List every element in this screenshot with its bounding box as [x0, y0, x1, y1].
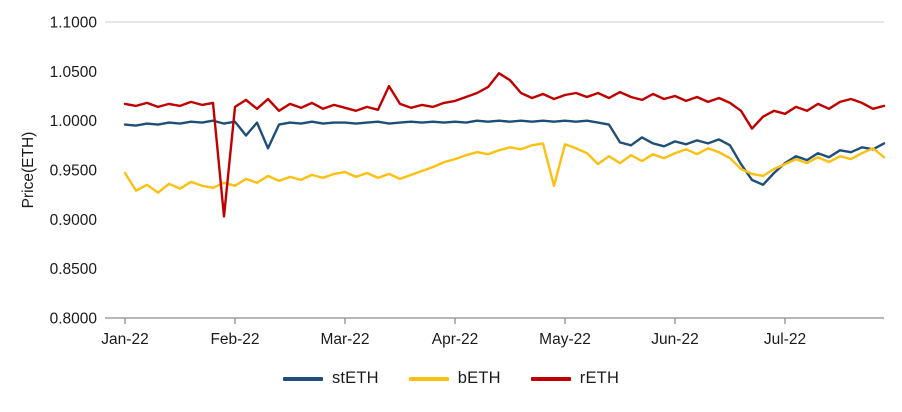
y-tick-label: 1.0500	[50, 64, 98, 81]
x-tick-label: May-22	[539, 331, 591, 348]
x-tick-label: Feb-22	[210, 331, 259, 348]
legend-item-beth: bETH	[408, 369, 501, 388]
chart-legend: stETH bETH rETH	[0, 369, 902, 388]
series-line-stETH	[123, 119, 886, 187]
y-axis-title: Price(ETH)	[20, 132, 37, 209]
y-tick-label: 0.9000	[50, 212, 98, 229]
legend-label-beth: bETH	[457, 369, 501, 387]
y-tick-label: 0.8500	[50, 261, 98, 278]
y-tick-label: 0.9500	[50, 163, 98, 180]
x-tick-label: Jul-22	[764, 331, 806, 348]
reth-line-swatch	[530, 376, 571, 381]
y-tick-label: 0.8000	[50, 311, 98, 328]
steth-line-swatch	[282, 376, 323, 381]
series-line-rETH	[123, 72, 886, 218]
x-tick-label: Jun-22	[651, 331, 698, 348]
legend-item-reth: rETH	[530, 369, 620, 388]
beth-line-swatch	[408, 376, 449, 381]
x-tick-label: Apr-22	[432, 331, 479, 348]
y-tick-label: 1.0000	[50, 113, 98, 130]
legend-label-reth: rETH	[579, 369, 620, 387]
x-tick-label: Jan-22	[101, 331, 148, 348]
series-line-bETH	[123, 142, 886, 194]
x-tick-label: Mar-22	[320, 331, 369, 348]
legend-item-steth: stETH	[282, 369, 379, 388]
legend-label-steth: stETH	[331, 369, 379, 387]
y-tick-label: 1.1000	[50, 15, 98, 32]
